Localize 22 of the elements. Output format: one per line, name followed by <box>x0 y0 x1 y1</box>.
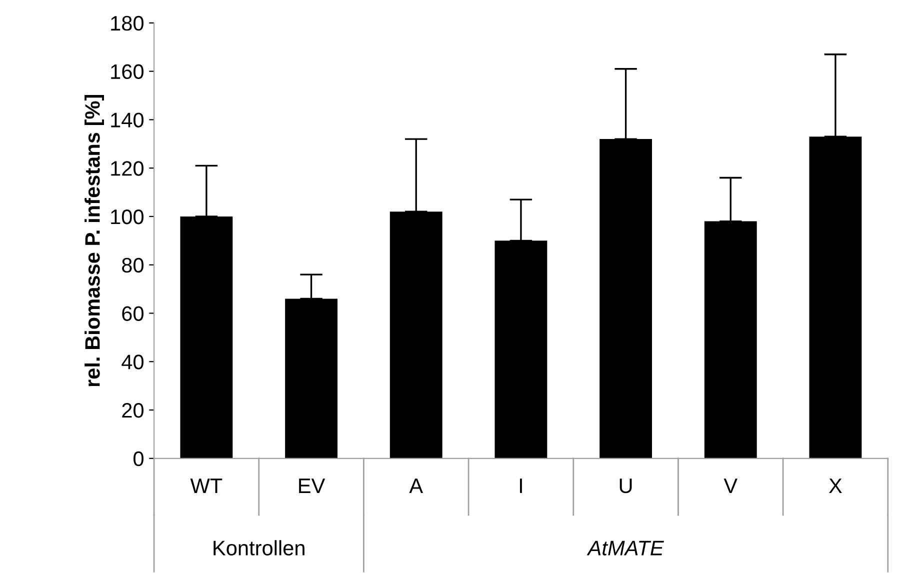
y-tick-label: 100 <box>111 209 144 224</box>
bar <box>600 139 652 458</box>
y-tick-label: 160 <box>111 64 144 80</box>
x-tick-label: I <box>520 478 522 493</box>
x-tick-label: A <box>409 478 424 493</box>
x-tick-label: U <box>620 478 632 494</box>
y-axis-title: rel. Biomasse P. infestans [%] <box>84 94 104 386</box>
y-tick-label: 60 <box>122 306 144 321</box>
y-tick-label: 180 <box>111 16 144 31</box>
y-tick-label: 40 <box>122 354 144 370</box>
x-tick-label: EV <box>299 478 326 493</box>
y-tick-label: 80 <box>122 258 144 273</box>
y-tick-label: 120 <box>111 161 144 176</box>
text: Kontrollen <box>214 540 304 556</box>
y-tick-label: 20 <box>122 403 144 418</box>
x-tick-label: WT <box>190 478 222 493</box>
x-tick-label: V <box>724 478 738 493</box>
y-tick-label: 0 <box>134 451 144 466</box>
bar <box>180 216 233 458</box>
y-tick-label: 140 <box>111 112 144 128</box>
x-tick-label: X <box>828 478 842 493</box>
text: AtMATE <box>586 540 664 556</box>
